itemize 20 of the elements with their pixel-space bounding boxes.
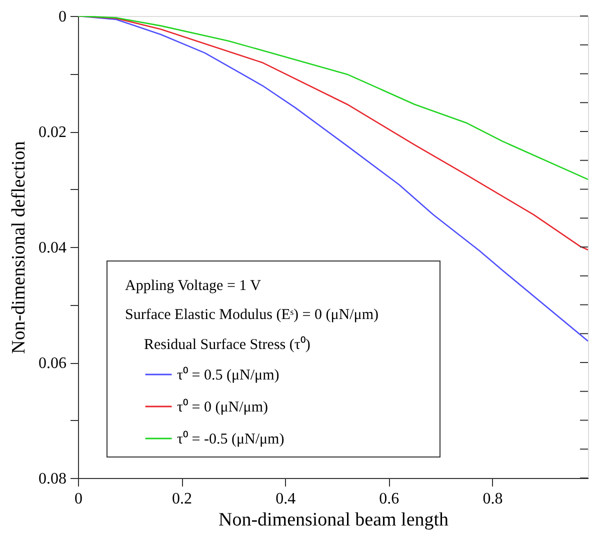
y-tick-label: 0 bbox=[58, 8, 66, 26]
x-tick-label: 0.6 bbox=[379, 490, 400, 508]
y-tick-label: 0.08 bbox=[38, 470, 66, 488]
line-series bbox=[78, 16, 588, 251]
x-tick-label: 0 bbox=[74, 490, 82, 508]
x-tick-label: 0.4 bbox=[276, 490, 296, 508]
y-tick-label: 0.06 bbox=[38, 355, 66, 372]
annotation: Surface Elastic Modulus (Eˢ) = 0 (μN/μm) bbox=[125, 307, 379, 323]
legend-label: τ⁰ = 0 (μN/μm) bbox=[177, 398, 268, 416]
y-tick-label: 0.02 bbox=[38, 124, 66, 141]
legend-title: Residual Surface Stress (τ⁰) bbox=[144, 336, 310, 353]
y-axis-title: Non-dimensional deflection bbox=[8, 140, 30, 354]
y-tick-label: 0.04 bbox=[38, 240, 66, 256]
annotation: Appling Voltage = 1 V bbox=[125, 278, 262, 294]
legend-label: τ⁰ = -0.5 (μN/μm) bbox=[177, 430, 284, 448]
line-series bbox=[78, 16, 588, 180]
x-axis-title: Non-dimensional beam length bbox=[218, 510, 450, 530]
x-tick-label: 0.2 bbox=[172, 490, 192, 508]
x-tick-label: 0.8 bbox=[482, 490, 503, 508]
legend-label: τ⁰ = 0.5 (μN/μm) bbox=[177, 366, 280, 384]
